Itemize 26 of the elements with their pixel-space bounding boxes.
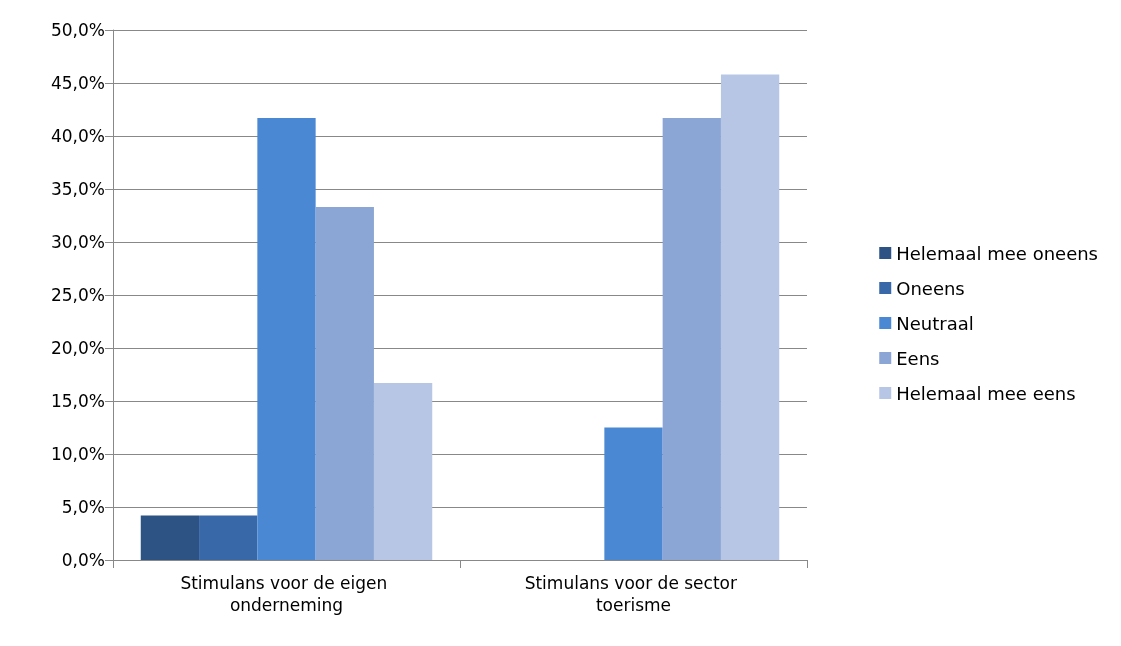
legend-label: Oneens	[896, 277, 965, 299]
y-tick-label: 25,0%	[50, 285, 105, 305]
y-tick-label: 30,0%	[50, 232, 105, 252]
x-tick-label: Stimulans voor de eigen onderneming	[180, 573, 393, 615]
bar	[720, 74, 780, 560]
bar	[604, 427, 663, 560]
y-tick-label: 10,0%	[50, 444, 105, 464]
bar	[373, 382, 433, 560]
legend-label: Neutraal	[896, 312, 974, 334]
y-tick-label: 5,0%	[61, 497, 105, 517]
legend-label: Eens	[896, 347, 940, 369]
y-tick-label: 35,0%	[50, 179, 105, 199]
bar	[257, 117, 316, 560]
y-tick-label: 15,0%	[50, 391, 105, 411]
bar	[140, 515, 200, 560]
legend-label: Helemaal mee oneens	[896, 242, 1098, 264]
y-tick-label: 20,0%	[50, 338, 105, 358]
bar	[199, 515, 258, 560]
legend-label: Helemaal mee eens	[896, 382, 1076, 404]
bar	[315, 207, 374, 560]
y-tick-label: 40,0%	[50, 126, 105, 146]
y-tick-label: 45,0%	[50, 73, 105, 93]
y-tick-label: 0,0%	[61, 550, 105, 570]
x-tick-label: Stimulans voor de sector toerisme	[524, 573, 743, 615]
y-tick-label: 50,0%	[50, 20, 105, 40]
bar	[662, 117, 721, 560]
